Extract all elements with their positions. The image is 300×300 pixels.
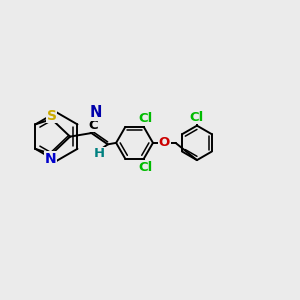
Text: N: N (90, 105, 102, 120)
Text: S: S (46, 109, 57, 122)
Text: Cl: Cl (138, 112, 152, 125)
Text: N: N (44, 152, 56, 166)
Text: Cl: Cl (138, 160, 152, 174)
Text: O: O (159, 136, 170, 149)
Text: H: H (94, 147, 105, 161)
Text: Cl: Cl (190, 111, 204, 124)
Text: C: C (89, 118, 98, 131)
